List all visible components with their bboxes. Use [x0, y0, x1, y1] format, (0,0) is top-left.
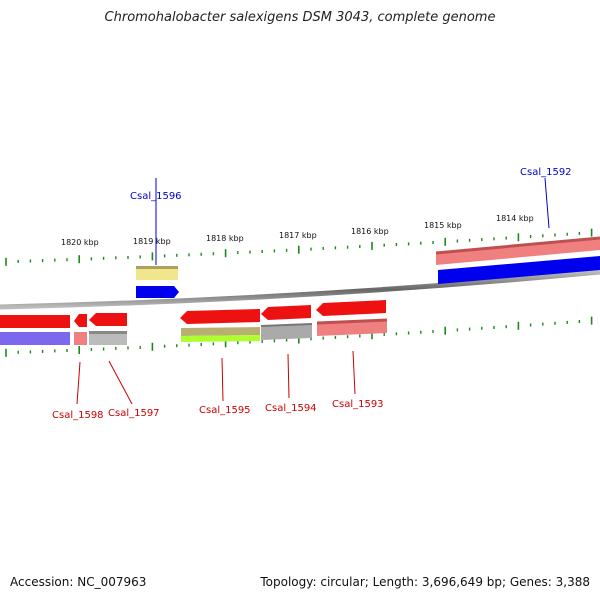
gene-label-csal-1597[interactable]: Csal_1597 — [108, 408, 160, 419]
feature-csal-1595-green[interactable] — [181, 335, 260, 342]
feature-csal-1597a-cds[interactable] — [74, 314, 87, 327]
scale-label-1819: 1819 kbp — [133, 237, 171, 246]
gene-labels: Csal_1596 Csal_1592 Csal_1598 Csal_1597 … — [52, 167, 572, 421]
scale-label-1816: 1816 kbp — [351, 227, 389, 236]
accession-text: Accession: NC_007963 — [10, 575, 147, 589]
gene-label-csal-1596[interactable]: Csal_1596 — [130, 191, 182, 202]
scale-label-1815: 1815 kbp — [424, 221, 462, 230]
feature-csal-1594-cds[interactable] — [261, 305, 311, 320]
feature-csal-1598-lavender[interactable] — [0, 332, 70, 345]
leader-csal-1592 — [544, 177, 550, 229]
genome-stats-text: Topology: circular; Length: 3,696,649 bp… — [260, 575, 590, 589]
feature-csal-1592-pink-edge — [435, 236, 600, 255]
scale-label-1818: 1818 kbp — [206, 234, 244, 243]
feature-csal-1594-gray-edge — [260, 323, 313, 327]
feature-csal-1593-pink[interactable] — [317, 320, 387, 336]
leader-csal-1595 — [221, 357, 224, 402]
feature-csal-1595-olive[interactable] — [181, 327, 260, 336]
feature-csal-1596-yellow-edge — [136, 266, 178, 269]
scale-label-1814: 1814 kbp — [496, 214, 534, 223]
outer-tick-ring — [5, 228, 593, 266]
feature-csal-1592-pink[interactable] — [436, 238, 600, 265]
leader-csal-1593 — [352, 350, 356, 395]
feature-csal-1593-pink-edge — [316, 318, 388, 325]
feature-csal-1594-gray[interactable] — [261, 324, 312, 340]
leader-csal-1598 — [76, 361, 81, 405]
lower-features — [0, 300, 388, 345]
feature-csal-1593-cds[interactable] — [316, 300, 386, 316]
feature-csal-1597-cds[interactable] — [89, 313, 127, 326]
gene-label-csal-1594[interactable]: Csal_1594 — [265, 403, 317, 414]
leader-csal-1597 — [108, 360, 133, 405]
gene-label-csal-1598[interactable]: Csal_1598 — [52, 410, 104, 421]
scale-label-1817: 1817 kbp — [279, 231, 317, 240]
upper-features — [136, 236, 600, 298]
scale-label-1820: 1820 kbp — [61, 238, 99, 247]
map-title: Chromohalobacter salexigens DSM 3043, co… — [104, 10, 496, 25]
feature-csal-1596-yellow[interactable] — [136, 267, 178, 280]
genome-backbone — [0, 269, 600, 310]
feature-csal-1597a-pink[interactable] — [74, 332, 87, 345]
gene-label-csal-1592[interactable]: Csal_1592 — [520, 167, 572, 178]
leader-lines — [76, 177, 550, 405]
scale-labels: 1820 kbp 1819 kbp 1818 kbp 1817 kbp 1816… — [61, 214, 534, 247]
gene-label-csal-1593[interactable]: Csal_1593 — [332, 399, 384, 410]
inner-tick-ring — [5, 316, 593, 357]
feature-csal-1597-gray[interactable] — [89, 332, 127, 345]
feature-csal-1597-gray-edge — [89, 331, 127, 334]
gene-label-csal-1595[interactable]: Csal_1595 — [199, 405, 251, 416]
leader-csal-1594 — [287, 353, 290, 399]
feature-csal-1595-cds[interactable] — [180, 309, 260, 324]
feature-csal-1596-cds[interactable] — [136, 286, 179, 298]
feature-csal-1598-cds[interactable] — [0, 315, 70, 328]
feature-csal-1592-cds[interactable] — [438, 256, 600, 284]
